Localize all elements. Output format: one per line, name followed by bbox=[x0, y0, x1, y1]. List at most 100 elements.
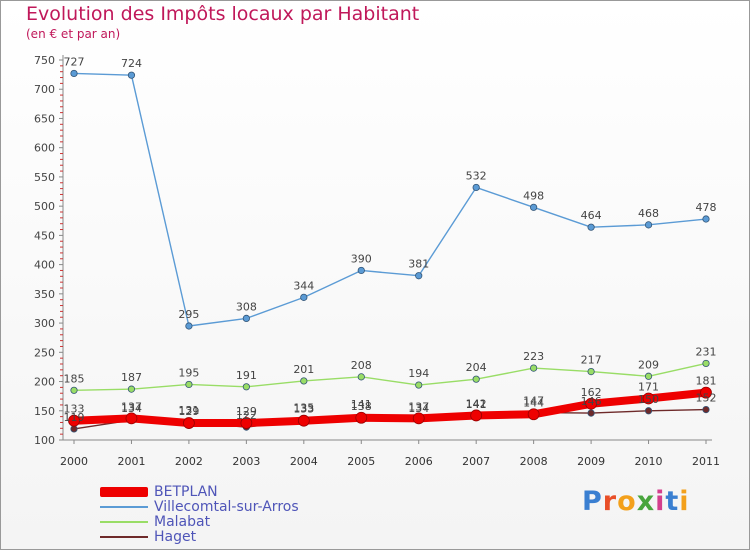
chart-title: Evolution des Impôts locaux par Habitant bbox=[26, 3, 420, 25]
data-label-2: 194 bbox=[408, 367, 429, 380]
y-tick-label: 350 bbox=[34, 288, 55, 301]
data-point-1 bbox=[530, 203, 538, 211]
x-tick-label: 2008 bbox=[520, 455, 548, 468]
data-point-0 bbox=[355, 411, 368, 424]
data-label-0: 137 bbox=[408, 400, 429, 413]
data-point-1 bbox=[242, 314, 250, 322]
data-point-2 bbox=[242, 383, 250, 391]
data-label-2: 195 bbox=[178, 366, 199, 379]
data-label-1: 344 bbox=[293, 279, 314, 292]
x-tick-label: 2009 bbox=[577, 455, 605, 468]
data-label-0: 129 bbox=[236, 405, 257, 418]
data-label-2: 191 bbox=[236, 369, 257, 382]
y-tick-label: 400 bbox=[34, 259, 55, 272]
data-point-1 bbox=[300, 293, 308, 301]
data-label-2: 201 bbox=[293, 363, 314, 376]
data-point-2 bbox=[415, 381, 423, 389]
x-tick-label: 2003 bbox=[232, 455, 260, 468]
y-tick-label: 650 bbox=[34, 112, 55, 125]
data-point-0 bbox=[183, 417, 195, 429]
data-point-0 bbox=[412, 412, 425, 425]
data-point-2 bbox=[587, 367, 595, 376]
y-tick-label: 100 bbox=[34, 434, 55, 447]
data-point-2 bbox=[357, 373, 365, 381]
data-point-1 bbox=[587, 223, 595, 231]
data-label-3: 141 bbox=[351, 398, 372, 411]
data-label-1: 532 bbox=[466, 169, 487, 182]
x-tick-label: 2011 bbox=[692, 455, 720, 468]
legend-label-malabat: Malabat bbox=[154, 513, 211, 530]
data-label-3: 152 bbox=[696, 392, 717, 405]
data-label-0: 138 bbox=[351, 400, 372, 413]
data-point-1 bbox=[702, 215, 710, 223]
series-line-1 bbox=[73, 72, 707, 327]
data-point-2 bbox=[127, 385, 136, 393]
logo-letter: P bbox=[582, 486, 603, 517]
data-label-3: 119 bbox=[64, 411, 85, 424]
data-label-0: 144 bbox=[523, 396, 544, 409]
x-tick-label: 2007 bbox=[462, 455, 490, 468]
data-label-3: 146 bbox=[581, 395, 602, 408]
data-point-3 bbox=[70, 425, 78, 433]
x-tick-label: 2010 bbox=[635, 455, 663, 468]
x-tick-label: 2000 bbox=[60, 455, 88, 468]
x-tick-label: 2001 bbox=[117, 455, 145, 468]
data-point-1 bbox=[127, 71, 136, 79]
x-tick-label: 2006 bbox=[405, 455, 433, 468]
data-label-0: 171 bbox=[638, 380, 659, 393]
data-point-2 bbox=[702, 359, 710, 368]
data-label-3: 134 bbox=[408, 402, 429, 415]
data-label-1: 464 bbox=[581, 209, 602, 222]
legend-swatch-malabat bbox=[100, 520, 148, 523]
data-point-0 bbox=[470, 409, 483, 422]
data-label-3: 135 bbox=[293, 402, 314, 415]
legend-label-villecomtal: Villecomtal-sur-Arros bbox=[154, 498, 299, 515]
data-label-3: 122 bbox=[236, 409, 257, 422]
data-label-2: 217 bbox=[581, 354, 602, 367]
data-label-1: 724 bbox=[121, 57, 142, 70]
data-label-1: 498 bbox=[523, 189, 544, 202]
chart-subtitle: (en € et par an) bbox=[26, 27, 121, 41]
data-label-2: 185 bbox=[64, 372, 85, 385]
legend-item-malabat: Malabat bbox=[100, 513, 299, 530]
logo-letter: r bbox=[602, 486, 618, 517]
data-label-3: 134 bbox=[121, 402, 142, 415]
data-label-2: 204 bbox=[466, 361, 487, 374]
data-label-0: 142 bbox=[466, 397, 487, 410]
legend-item-haget: Haget bbox=[100, 529, 299, 545]
data-point-2 bbox=[70, 386, 78, 394]
chart-legend: BETPLAN Villecomtal-sur-Arros Malabat Ha… bbox=[100, 483, 299, 545]
data-point-0 bbox=[527, 408, 540, 421]
y-tick-label: 200 bbox=[34, 376, 55, 389]
data-point-2 bbox=[530, 364, 538, 372]
y-tick-label: 300 bbox=[34, 317, 55, 330]
data-point-1 bbox=[644, 221, 653, 229]
data-label-2: 231 bbox=[696, 345, 717, 358]
data-label-1: 468 bbox=[638, 207, 659, 220]
data-label-2: 223 bbox=[523, 350, 544, 363]
data-point-1 bbox=[70, 69, 78, 78]
legend-swatch-villecomtal bbox=[100, 505, 148, 508]
y-tick-label: 150 bbox=[34, 405, 55, 418]
logo-letter: o bbox=[617, 486, 637, 517]
data-label-3: 131 bbox=[178, 404, 199, 417]
y-tick-label: 700 bbox=[34, 83, 55, 96]
y-tick-label: 250 bbox=[34, 346, 55, 359]
data-point-2 bbox=[300, 377, 308, 385]
legend-swatch-betplan bbox=[100, 486, 148, 497]
data-label-3: 141 bbox=[466, 398, 487, 411]
logo-letter: t bbox=[665, 486, 680, 517]
data-point-0 bbox=[125, 412, 138, 425]
data-label-1: 727 bbox=[64, 55, 85, 68]
data-label-1: 381 bbox=[408, 258, 429, 271]
y-tick-label: 500 bbox=[34, 200, 55, 213]
data-point-0 bbox=[68, 414, 80, 427]
y-tick-label: 750 bbox=[34, 54, 55, 67]
data-point-0 bbox=[700, 386, 712, 399]
data-point-2 bbox=[472, 375, 480, 383]
legend-label-betplan: BETPLAN bbox=[154, 483, 218, 500]
data-label-0: 129 bbox=[178, 405, 199, 418]
data-point-1 bbox=[185, 322, 193, 330]
data-point-3 bbox=[702, 405, 710, 414]
data-label-2: 187 bbox=[121, 371, 142, 384]
